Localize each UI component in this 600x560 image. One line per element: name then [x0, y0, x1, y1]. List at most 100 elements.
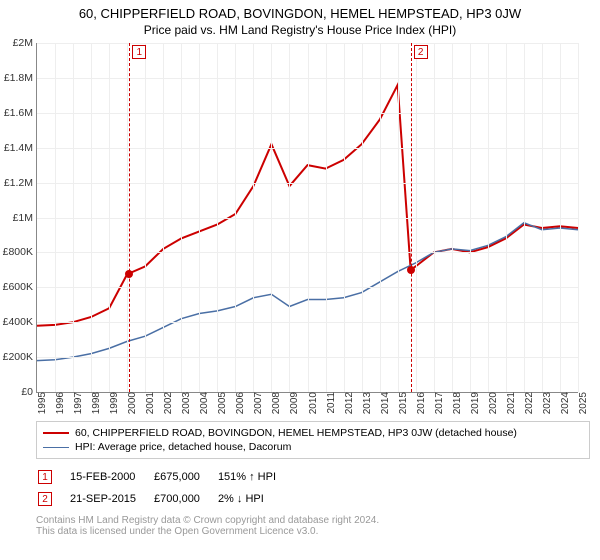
chart-title: 60, CHIPPERFIELD ROAD, BOVINGDON, HEMEL … [0, 6, 600, 21]
legend-label: 60, CHIPPERFIELD ROAD, BOVINGDON, HEMEL … [75, 427, 517, 439]
gridline-v [560, 43, 561, 392]
x-tick-label: 2023 [539, 392, 553, 414]
legend-row: HPI: Average price, detached house, Daco… [43, 440, 583, 454]
y-tick-label: £1.2M [4, 177, 37, 189]
gridline-v [199, 43, 200, 392]
x-tick-label: 2005 [214, 392, 228, 414]
gridline-v [434, 43, 435, 392]
y-tick-label: £200K [3, 351, 37, 363]
x-tick-label: 2000 [124, 392, 138, 414]
x-tick-label: 2014 [377, 392, 391, 414]
chart-subtitle: Price paid vs. HM Land Registry's House … [0, 23, 600, 37]
plot-area: £0£200K£400K£600K£800K£1M£1.2M£1.4M£1.6M… [36, 43, 578, 393]
gridline-v [470, 43, 471, 392]
x-tick-label: 2003 [178, 392, 192, 414]
x-tick-label: 1996 [52, 392, 66, 414]
transaction-date: 15-FEB-2000 [70, 467, 152, 487]
gridline-v [416, 43, 417, 392]
marker-dot [407, 266, 415, 274]
x-tick-label: 2011 [323, 392, 337, 414]
gridline-v [398, 43, 399, 392]
gridline-v [145, 43, 146, 392]
y-tick-label: £400K [3, 316, 37, 328]
x-tick-label: 2021 [503, 392, 517, 414]
x-tick-label: 2025 [575, 392, 589, 414]
y-tick-label: £800K [3, 246, 37, 258]
gridline-v [271, 43, 272, 392]
y-tick-label: £600K [3, 281, 37, 293]
x-tick-label: 2013 [359, 392, 373, 414]
x-tick-label: 2010 [305, 392, 319, 414]
reference-line [129, 43, 130, 392]
x-tick-label: 2004 [196, 392, 210, 414]
x-tick-label: 2020 [485, 392, 499, 414]
gridline-v [488, 43, 489, 392]
reference-badge: 1 [132, 45, 146, 59]
attribution-line: This data is licensed under the Open Gov… [36, 526, 590, 537]
transaction-delta: 2% ↓ HPI [218, 489, 292, 509]
x-tick-label: 2007 [250, 392, 264, 414]
gridline-v [542, 43, 543, 392]
x-tick-label: 2018 [449, 392, 463, 414]
x-tick-label: 2022 [521, 392, 535, 414]
transaction-price: £675,000 [154, 467, 216, 487]
gridline-v [506, 43, 507, 392]
transaction-delta: 151% ↑ HPI [218, 467, 292, 487]
marker-dot [125, 270, 133, 278]
chart: £0£200K£400K£600K£800K£1M£1.2M£1.4M£1.6M… [36, 43, 596, 413]
x-tick-label: 2019 [467, 392, 481, 414]
gridline-v [163, 43, 164, 392]
gridline-v [91, 43, 92, 392]
reference-badge: 2 [414, 45, 428, 59]
gridline-v [235, 43, 236, 392]
transaction-row: 1 15-FEB-2000£675,000151% ↑ HPI [38, 467, 292, 487]
transaction-row: 2 21-SEP-2015£700,0002% ↓ HPI [38, 489, 292, 509]
x-tick-label: 1999 [106, 392, 120, 414]
x-tick-label: 2002 [160, 392, 174, 414]
transaction-badge: 2 [38, 492, 52, 506]
x-tick-label: 2024 [557, 392, 571, 414]
x-tick-label: 2006 [232, 392, 246, 414]
y-tick-label: £1M [13, 212, 37, 224]
gridline-v [253, 43, 254, 392]
gridline-v [217, 43, 218, 392]
y-tick-label: £1.8M [4, 72, 37, 84]
x-tick-label: 1997 [70, 392, 84, 414]
gridline-v [308, 43, 309, 392]
gridline-v [326, 43, 327, 392]
transaction-date: 21-SEP-2015 [70, 489, 152, 509]
legend: 60, CHIPPERFIELD ROAD, BOVINGDON, HEMEL … [36, 421, 590, 459]
transaction-price: £700,000 [154, 489, 216, 509]
gridline-v [344, 43, 345, 392]
x-tick-label: 1995 [34, 392, 48, 414]
legend-label: HPI: Average price, detached house, Daco… [75, 441, 291, 453]
gridline-v [127, 43, 128, 392]
attribution-line: Contains HM Land Registry data © Crown c… [36, 515, 590, 526]
gridline-v [524, 43, 525, 392]
x-tick-label: 2008 [268, 392, 282, 414]
gridline-v [109, 43, 110, 392]
gridline-v [289, 43, 290, 392]
gridline-v [362, 43, 363, 392]
x-tick-label: 1998 [88, 392, 102, 414]
legend-swatch [43, 447, 69, 448]
gridline-v [578, 43, 579, 392]
x-tick-label: 2017 [431, 392, 445, 414]
x-tick-label: 2012 [341, 392, 355, 414]
x-tick-label: 2016 [413, 392, 427, 414]
x-tick-label: 2001 [142, 392, 156, 414]
gridline-v [181, 43, 182, 392]
gridline-v [452, 43, 453, 392]
x-tick-label: 2015 [395, 392, 409, 414]
legend-row: 60, CHIPPERFIELD ROAD, BOVINGDON, HEMEL … [43, 426, 583, 440]
gridline-v [380, 43, 381, 392]
y-tick-label: £1.6M [4, 107, 37, 119]
legend-swatch [43, 432, 69, 434]
gridline-v [73, 43, 74, 392]
attribution: Contains HM Land Registry data © Crown c… [36, 515, 590, 537]
transaction-badge: 1 [38, 470, 52, 484]
y-tick-label: £1.4M [4, 142, 37, 154]
x-tick-label: 2009 [286, 392, 300, 414]
transactions-table: 1 15-FEB-2000£675,000151% ↑ HPI 2 21-SEP-20… [36, 465, 294, 511]
reference-line [411, 43, 412, 392]
